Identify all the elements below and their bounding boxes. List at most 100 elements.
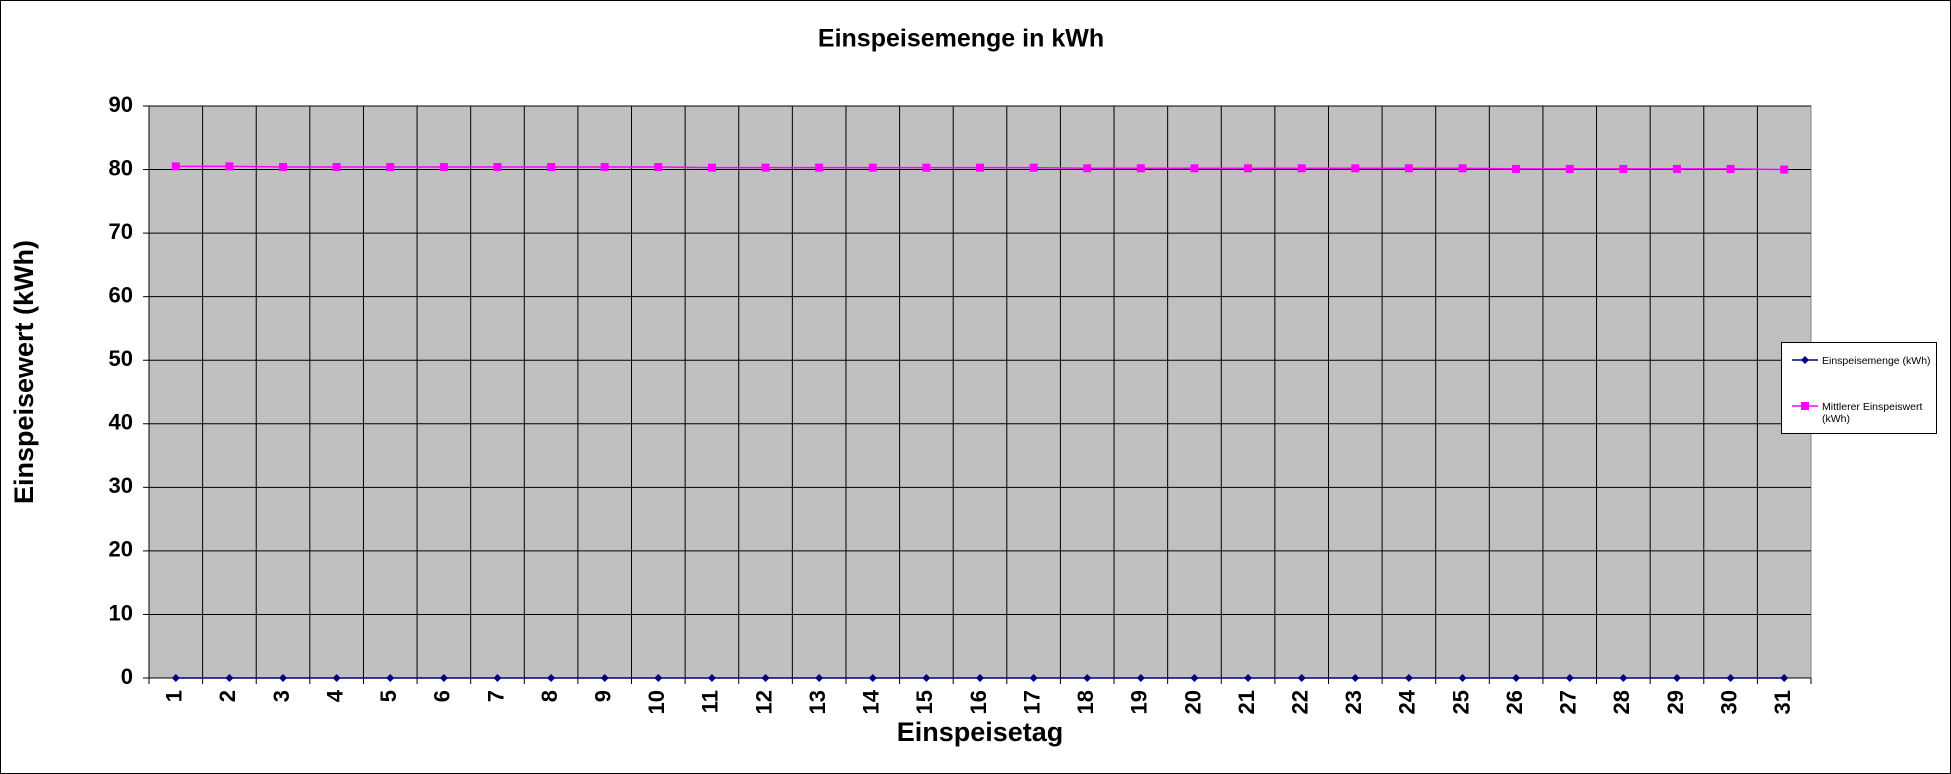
y-tick-label: 60 xyxy=(109,282,133,307)
x-tick-label: 21 xyxy=(1234,690,1259,714)
marker xyxy=(1726,674,1735,682)
marker xyxy=(600,163,609,172)
marker xyxy=(1244,164,1253,173)
x-tick-label: 18 xyxy=(1073,690,1098,714)
marker xyxy=(654,163,663,172)
x-tick-label: 2 xyxy=(215,690,240,702)
marker xyxy=(922,163,931,172)
x-tick-label: 25 xyxy=(1448,690,1473,714)
legend-entry: Mittlerer Einspeiswert (kWh) xyxy=(1792,401,1932,425)
marker xyxy=(1351,164,1360,173)
x-tick-label: 30 xyxy=(1716,690,1741,714)
legend-swatch xyxy=(1792,356,1818,364)
marker xyxy=(1512,674,1521,682)
y-tick-label: 10 xyxy=(109,600,133,625)
marker xyxy=(1190,674,1199,682)
x-tick-label: 4 xyxy=(322,689,347,702)
legend-label: Einspeisemenge (kWh) xyxy=(1822,355,1931,367)
y-axis-title: Einspeisewert (kWh) xyxy=(9,240,39,504)
marker xyxy=(1083,164,1092,173)
marker xyxy=(1726,164,1735,173)
marker xyxy=(815,163,824,172)
marker xyxy=(547,674,556,682)
x-tick-label: 26 xyxy=(1502,690,1527,714)
x-axis-title: Einspeisetag xyxy=(897,717,1064,747)
x-tick-label: 3 xyxy=(269,690,294,702)
marker xyxy=(1404,674,1413,682)
x-tick-label: 19 xyxy=(1127,690,1152,714)
marker xyxy=(386,163,395,172)
marker xyxy=(225,674,234,682)
marker xyxy=(332,674,341,682)
marker xyxy=(1619,674,1628,682)
marker xyxy=(1029,674,1038,682)
marker xyxy=(1297,164,1306,173)
marker xyxy=(1512,164,1521,173)
legend-swatch xyxy=(1792,402,1818,410)
marker xyxy=(868,674,877,682)
x-tick-label: 9 xyxy=(591,690,616,702)
marker xyxy=(386,674,395,682)
y-tick-label: 20 xyxy=(109,537,133,562)
marker xyxy=(1136,674,1145,682)
x-tick-label: 28 xyxy=(1609,690,1634,714)
y-tick-label: 70 xyxy=(109,219,133,244)
marker xyxy=(1190,164,1199,173)
marker xyxy=(1083,674,1092,682)
marker xyxy=(332,163,341,172)
x-tick-label: 23 xyxy=(1341,690,1366,714)
x-tick-label: 13 xyxy=(805,690,830,714)
marker xyxy=(1029,163,1038,172)
marker xyxy=(976,674,984,682)
y-tick-label: 40 xyxy=(109,410,133,435)
x-tick-label: 14 xyxy=(859,689,884,714)
x-tick-label: 12 xyxy=(751,690,776,714)
x-tick-label: 15 xyxy=(912,690,937,714)
marker xyxy=(1244,674,1253,682)
x-tick-label: 16 xyxy=(966,690,991,714)
y-tick-label: 0 xyxy=(121,664,133,689)
marker xyxy=(493,163,502,172)
marker xyxy=(171,162,180,171)
marker xyxy=(815,674,824,682)
marker xyxy=(1404,164,1413,173)
marker xyxy=(1780,674,1789,682)
marker xyxy=(1672,164,1681,173)
x-tick-label: 5 xyxy=(376,690,401,702)
marker xyxy=(761,163,770,172)
legend: Einspeisemenge (kWh) Mittlerer Einspeiswe… xyxy=(1781,342,1937,434)
marker xyxy=(1565,674,1574,682)
marker xyxy=(439,163,448,172)
marker xyxy=(1458,164,1467,173)
marker xyxy=(868,163,877,172)
x-tick-label: 22 xyxy=(1287,690,1312,714)
marker xyxy=(493,674,502,682)
x-tick-label: 24 xyxy=(1395,689,1420,714)
x-tick-label: 6 xyxy=(430,690,455,702)
marker xyxy=(225,162,234,171)
marker xyxy=(279,674,288,682)
marker xyxy=(1780,165,1789,174)
marker xyxy=(439,674,448,682)
marker xyxy=(761,674,770,682)
marker xyxy=(654,674,663,682)
x-tick-label: 11 xyxy=(698,690,723,713)
plot-area xyxy=(148,105,1812,679)
marker xyxy=(1801,402,1809,410)
marker xyxy=(1458,674,1467,682)
marker xyxy=(707,674,716,682)
legend-label: Mittlerer Einspeiswert (kWh) xyxy=(1822,401,1923,425)
marker xyxy=(600,674,609,682)
marker xyxy=(1565,164,1574,173)
legend-entry: Einspeisemenge (kWh) xyxy=(1792,355,1932,367)
marker xyxy=(1297,674,1306,682)
x-tick-label: 8 xyxy=(537,690,562,702)
marker xyxy=(1801,356,1809,364)
marker xyxy=(1619,164,1628,173)
marker xyxy=(1136,164,1145,173)
marker xyxy=(922,674,931,682)
y-tick-label: 90 xyxy=(109,92,133,117)
y-tick-label: 30 xyxy=(109,473,133,498)
